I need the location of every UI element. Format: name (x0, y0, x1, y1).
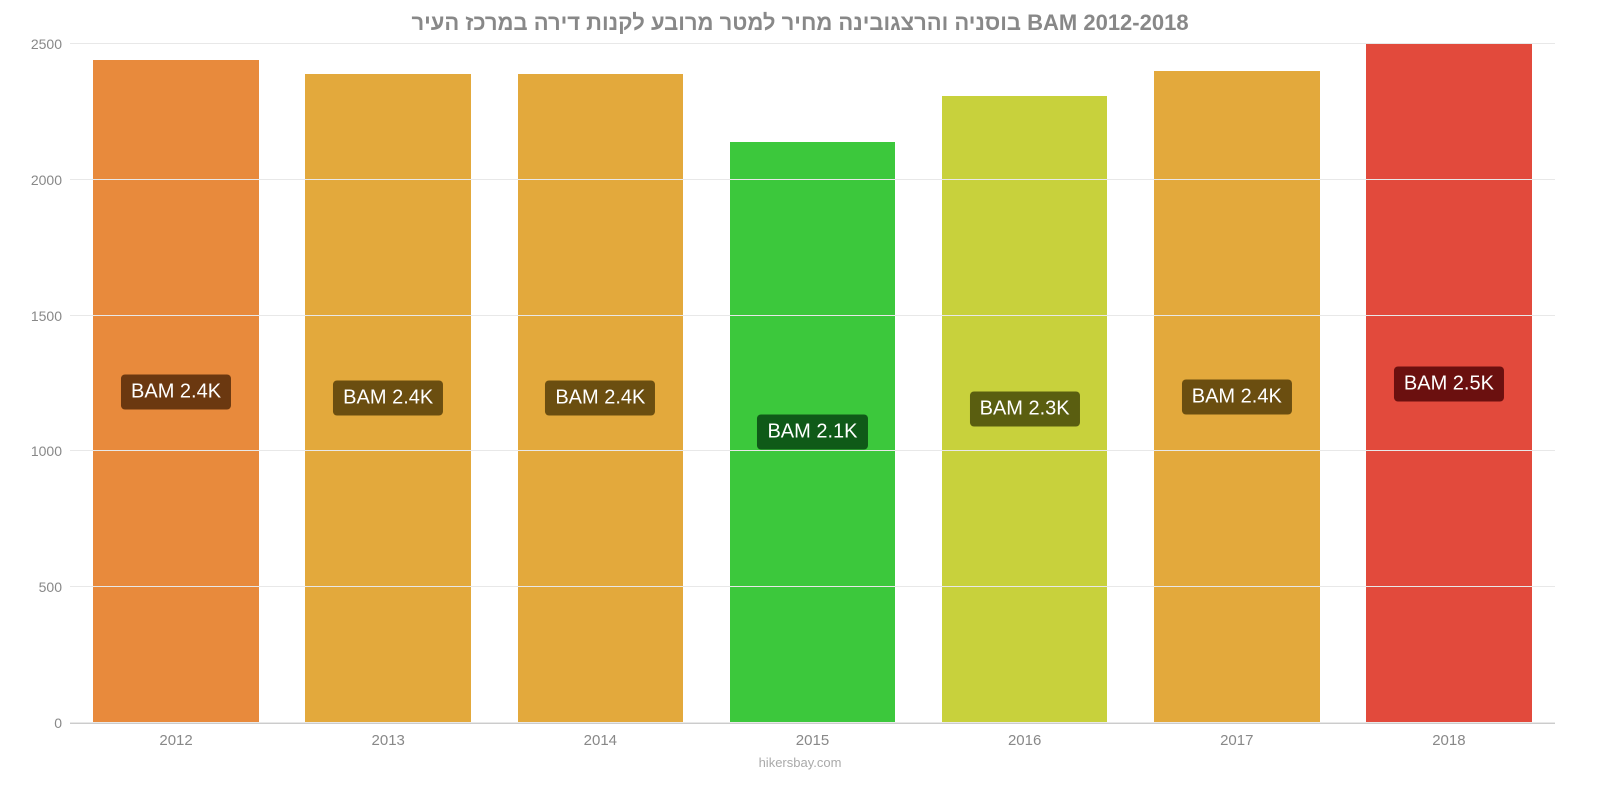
bar-value-label: BAM 2.3K (970, 392, 1080, 427)
x-axis-label: 2013 (282, 732, 494, 749)
x-axis-label: 2016 (919, 732, 1131, 749)
y-axis-label: 2000 (31, 172, 70, 188)
gridline (70, 43, 1555, 44)
source-text: hikersbay.com (15, 755, 1585, 770)
bar-value-label: BAM 2.4K (545, 381, 655, 416)
bar-slot: BAM 2.4K (282, 44, 494, 723)
bar-slot: BAM 2.4K (1131, 44, 1343, 723)
bar: BAM 2.4K (1154, 71, 1319, 723)
y-axis-label: 500 (39, 579, 70, 595)
bar-value-label: BAM 2.1K (757, 415, 867, 450)
gridline (70, 315, 1555, 316)
gridline (70, 179, 1555, 180)
x-axis-label: 2017 (1131, 732, 1343, 749)
bar: BAM 2.1K (730, 142, 895, 723)
y-axis-label: 2500 (31, 36, 70, 52)
bar: BAM 2.5K (1366, 44, 1531, 723)
bar-value-label: BAM 2.5K (1394, 366, 1504, 401)
x-axis-label: 2015 (706, 732, 918, 749)
y-axis-label: 1500 (31, 308, 70, 324)
x-axis-label: 2014 (494, 732, 706, 749)
x-axis-label: 2012 (70, 732, 282, 749)
bar-slot: BAM 2.4K (494, 44, 706, 723)
bar: BAM 2.4K (305, 74, 470, 723)
y-axis-label: 0 (54, 715, 70, 731)
gridline (70, 450, 1555, 451)
chart-title: בוסניה והרצגובינה מחיר למטר מרובע לקנות … (15, 10, 1585, 36)
bar-slot: BAM 2.1K (706, 44, 918, 723)
gridline (70, 722, 1555, 723)
bar-slot: BAM 2.4K (70, 44, 282, 723)
bar: BAM 2.4K (93, 60, 258, 723)
bar: BAM 2.4K (518, 74, 683, 723)
y-axis-label: 1000 (31, 443, 70, 459)
gridline (70, 586, 1555, 587)
bar-slot: BAM 2.3K (919, 44, 1131, 723)
bar-value-label: BAM 2.4K (121, 374, 231, 409)
bar-slot: BAM 2.5K (1343, 44, 1555, 723)
x-axis: 2012201320142015201620172018 (70, 724, 1555, 749)
bar-value-label: BAM 2.4K (1182, 380, 1292, 415)
x-axis-label: 2018 (1343, 732, 1555, 749)
plot-area: BAM 2.4K BAM 2.4K BAM 2.4K BAM 2.1K BAM 2.3K… (70, 44, 1555, 724)
bar: BAM 2.3K (942, 96, 1107, 723)
chart-container: בוסניה והרצגובינה מחיר למטר מרובע לקנות … (0, 0, 1600, 800)
bar-value-label: BAM 2.4K (333, 381, 443, 416)
bars-group: BAM 2.4K BAM 2.4K BAM 2.4K BAM 2.1K BAM 2.3K… (70, 44, 1555, 723)
